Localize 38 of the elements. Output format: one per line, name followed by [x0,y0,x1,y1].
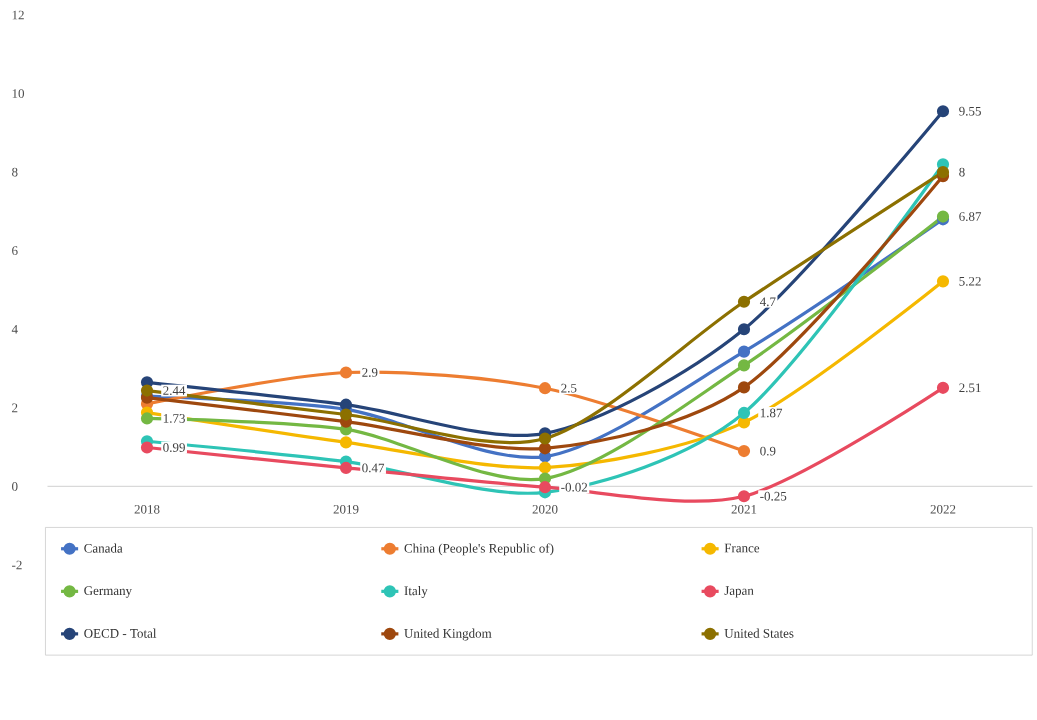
data-label: 0.47 [362,463,385,473]
data-label: 2.51 [959,383,981,393]
legend-label: China (People's Republic of) [404,543,554,556]
y-tick-label: -2 [12,560,22,570]
x-tick-label: 2020 [532,504,558,514]
data-label: 6.87 [959,212,982,221]
y-tick-label: 4 [11,324,18,334]
data-label: -0.25 [760,491,787,501]
legend-label: OECD - Total [84,628,157,638]
data-label: 9.55 [959,106,981,116]
data-label: -0.02 [561,482,588,492]
data-label: 8 [959,167,965,177]
data-label: 0.9 [760,446,776,456]
data-label: 1.87 [760,408,783,418]
y-tick-label: 6 [12,246,18,256]
data-label: 5.22 [959,276,981,286]
data-label: 4.7 [759,297,776,307]
y-tick-label: 8 [12,167,18,177]
y-tick-label: 12 [12,10,24,20]
legend-label: Canada [84,543,123,553]
x-tick-label: 2021 [731,504,757,514]
y-tick-label: 2 [12,403,18,413]
legend-label: Italy [404,586,428,598]
y-tick-label: 0 [12,482,18,491]
data-label: 2.9 [362,368,378,377]
data-label: 0.99 [163,443,185,452]
legend-label: United States [724,628,794,638]
legend-label: Germany [84,586,133,598]
data-label: 1.73 [163,414,185,423]
x-tick-label: 2022 [930,504,956,514]
data-label: 2.5 [561,383,577,393]
legend-label: Japan [724,586,754,598]
y-tick-label: 10 [12,89,25,98]
x-tick-label: 2019 [333,504,359,514]
legend-label: France [724,543,760,553]
data-label: 2.44 [163,386,186,395]
x-tick-label: 2018 [134,504,160,514]
legend-label: United Kingdom [404,628,492,641]
